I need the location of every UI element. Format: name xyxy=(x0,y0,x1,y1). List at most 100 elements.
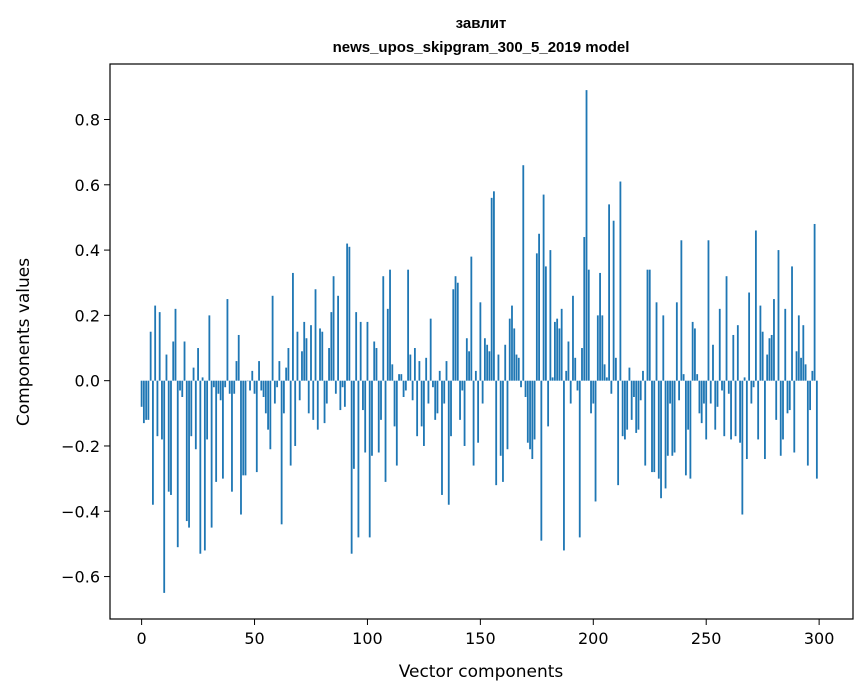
bar-component-43 xyxy=(237,334,240,381)
bar-component-37 xyxy=(224,380,227,388)
bar-component-218 xyxy=(633,380,635,397)
bar-component-206 xyxy=(605,377,608,381)
bar-component-42 xyxy=(235,361,238,381)
bar-component-130 xyxy=(434,380,437,420)
bar-component-287 xyxy=(788,380,791,411)
bar-component-139 xyxy=(454,276,457,381)
bar-component-133 xyxy=(441,380,443,495)
bar-component-116 xyxy=(402,380,405,397)
bar-component-156 xyxy=(493,191,495,381)
bar-component-82 xyxy=(325,380,328,404)
bar-component-147 xyxy=(472,380,475,466)
bar-component-255 xyxy=(716,380,719,407)
bar-component-228 xyxy=(655,302,658,381)
bar-component-259 xyxy=(725,276,728,381)
bar-component-52 xyxy=(258,361,260,381)
bar-component-83 xyxy=(328,348,330,381)
bar-component-5 xyxy=(152,380,154,505)
bar-component-129 xyxy=(432,380,434,388)
bar-component-2 xyxy=(145,380,148,420)
bar-component-16 xyxy=(176,380,179,548)
bar-component-211 xyxy=(617,380,620,486)
bar-component-233 xyxy=(666,380,669,456)
bar-component-293 xyxy=(802,325,805,381)
y-tick-label: 0.4 xyxy=(75,241,100,260)
bar-component-294 xyxy=(804,364,807,381)
bar-component-204 xyxy=(601,315,604,381)
bar-component-247 xyxy=(698,380,701,414)
bar-component-123 xyxy=(418,361,421,381)
bar-component-154 xyxy=(488,351,491,381)
bar-component-72 xyxy=(303,321,306,381)
bar-component-191 xyxy=(572,295,574,381)
bar-component-150 xyxy=(479,302,482,381)
bar-component-298 xyxy=(813,223,816,381)
bar-component-62 xyxy=(280,380,283,525)
bar-component-19 xyxy=(183,341,186,381)
bar-component-232 xyxy=(664,380,667,489)
bar-component-288 xyxy=(791,266,793,381)
bar-component-94 xyxy=(353,380,355,469)
bar-component-153 xyxy=(486,344,489,381)
bar-component-138 xyxy=(452,289,455,381)
bar-component-118 xyxy=(407,269,410,381)
bar-component-168 xyxy=(520,380,522,388)
bar-component-212 xyxy=(619,181,622,381)
bar-component-290 xyxy=(795,351,798,381)
bar-component-75 xyxy=(310,325,312,381)
bar-component-177 xyxy=(540,380,543,541)
bar-component-283 xyxy=(779,380,782,456)
bar-component-291 xyxy=(797,315,800,381)
bar-component-115 xyxy=(400,374,403,381)
bar-component-250 xyxy=(705,380,708,440)
bar-component-266 xyxy=(741,380,744,515)
bar-component-101 xyxy=(368,380,371,538)
bar-component-134 xyxy=(443,380,446,404)
bar-component-195 xyxy=(581,348,583,381)
bar-component-70 xyxy=(298,380,301,401)
bar-component-48 xyxy=(249,380,251,391)
bar-component-193 xyxy=(576,380,579,391)
bar-component-25 xyxy=(197,348,199,381)
bar-component-213 xyxy=(621,380,624,437)
bar-component-84 xyxy=(330,312,333,381)
bar-component-141 xyxy=(459,380,461,420)
bar-component-238 xyxy=(678,380,681,401)
bar-component-215 xyxy=(626,380,629,430)
bar-component-14 xyxy=(172,341,175,381)
chart-subtitle: news_upos_skipgram_300_5_2019 model xyxy=(333,39,630,56)
bar-component-73 xyxy=(305,338,308,381)
bar-component-164 xyxy=(511,305,513,381)
x-tick-label: 150 xyxy=(465,629,496,648)
bar-component-275 xyxy=(761,331,764,381)
bar-component-148 xyxy=(474,370,477,381)
x-tick-label: 0 xyxy=(137,629,147,648)
bar-component-78 xyxy=(316,380,319,430)
bar-component-40 xyxy=(231,380,233,492)
bar-component-197 xyxy=(585,90,588,381)
bar-component-119 xyxy=(409,354,412,381)
bar-component-45 xyxy=(242,380,245,476)
bar-component-217 xyxy=(630,380,633,420)
y-tick-label: 0.0 xyxy=(75,372,100,391)
bar-component-104 xyxy=(375,348,378,381)
bar-component-117 xyxy=(404,380,407,391)
bar-component-109 xyxy=(386,308,389,381)
bar-component-79 xyxy=(319,328,321,381)
bar-component-187 xyxy=(563,380,565,551)
bar-component-61 xyxy=(278,361,281,381)
bar-component-136 xyxy=(447,380,450,505)
bar-component-26 xyxy=(199,380,202,554)
bar-component-121 xyxy=(413,348,416,381)
bar-component-157 xyxy=(495,380,498,486)
bar-component-131 xyxy=(436,380,439,414)
bar-component-63 xyxy=(282,380,285,414)
bar-component-180 xyxy=(547,380,550,427)
bar-component-74 xyxy=(307,380,310,414)
bar-component-77 xyxy=(314,289,317,381)
bar-component-106 xyxy=(380,380,382,420)
bar-component-240 xyxy=(682,374,685,381)
bar-component-163 xyxy=(508,318,511,381)
bar-component-242 xyxy=(687,380,690,430)
bar-component-0 xyxy=(140,380,143,407)
